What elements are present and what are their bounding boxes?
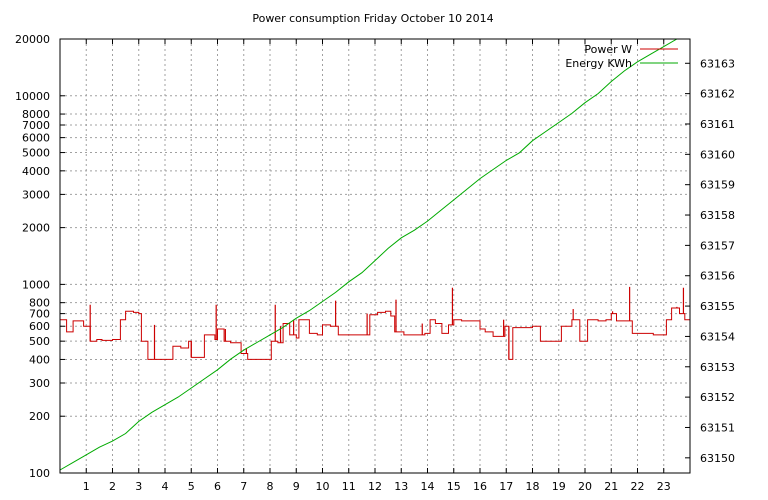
x-tick-label: 7 [240, 480, 247, 493]
x-tick-label: 8 [267, 480, 274, 493]
y-right-tick-label: 63162 [700, 88, 735, 101]
y-right-tick-label: 63150 [700, 452, 735, 465]
plot-frame [59, 38, 691, 474]
y-left-tick-label: 8000 [22, 108, 50, 121]
x-tick-label: 19 [552, 480, 566, 493]
x-tick-label: 21 [604, 480, 618, 493]
y-right-tick-label: 63157 [700, 239, 735, 252]
x-tick-label: 17 [499, 480, 513, 493]
x-tick-label: 20 [578, 480, 592, 493]
x-axis-ticks: 1 2 3 4 5 6 7 8 9 10 11 12 13 14 15 16 17 18 19 20 21 22 23 [83, 39, 671, 493]
series-layer [59, 38, 690, 471]
y-left-tick-label: 10000 [15, 90, 50, 103]
y-right-tick-label: 63153 [700, 361, 735, 374]
legend-power-label: Power W [584, 43, 632, 56]
x-tick-label: 16 [473, 480, 487, 493]
y-left-tick-label: 6000 [22, 132, 50, 145]
x-tick-label: 18 [526, 480, 540, 493]
y-left-tick-label: 600 [29, 320, 50, 333]
y-left-tick-label: 700 [29, 308, 50, 321]
y-right-tick-label: 63160 [700, 148, 735, 161]
y-left-tick-label: 2000 [22, 222, 50, 235]
y-left-tick-label: 1000 [22, 278, 50, 291]
y-left-tick-label: 7000 [22, 119, 50, 132]
y-right-tick-label: 63159 [700, 179, 735, 192]
x-tick-label: 15 [447, 480, 461, 493]
y-right-tick-label: 63156 [700, 270, 735, 283]
y-right-tick-label: 63158 [700, 209, 735, 222]
x-tick-label: 22 [631, 480, 645, 493]
energy-series-line [59, 38, 690, 471]
chart-title: Power consumption Friday October 10 2014 [252, 12, 493, 25]
x-tick-label: 11 [342, 480, 356, 493]
y-left-tick-label: 200 [29, 410, 50, 423]
x-tick-label: 4 [162, 480, 169, 493]
x-tick-label: 6 [214, 480, 221, 493]
x-tick-label: 10 [316, 480, 330, 493]
power-series-line [60, 307, 690, 360]
x-tick-label: 12 [368, 480, 382, 493]
right-axis-ticks: 63150 63151 63152 63153 63154 63155 63156 63157… [685, 57, 735, 465]
y-right-tick-label: 63163 [700, 57, 735, 70]
y-left-tick-label: 400 [29, 353, 50, 366]
x-tick-label: 1 [83, 480, 90, 493]
y-left-tick-label: 300 [29, 377, 50, 390]
x-tick-label: 3 [135, 480, 142, 493]
y-right-tick-label: 63151 [700, 421, 735, 434]
y-left-tick-label: 5000 [22, 147, 50, 160]
y-right-tick-label: 63154 [700, 330, 735, 343]
x-tick-label: 13 [394, 480, 408, 493]
x-tick-label: 9 [293, 480, 300, 493]
y-left-tick-label: 100 [29, 467, 50, 480]
y-left-tick-label: 4000 [22, 165, 50, 178]
y-right-tick-label: 63152 [700, 391, 735, 404]
legend: Power W Energy KWh [565, 43, 678, 70]
y-left-tick-label: 800 [29, 297, 50, 310]
y-left-tick-label: 20000 [15, 33, 50, 46]
y-left-tick-label: 500 [29, 335, 50, 348]
grid-layer [60, 39, 690, 473]
x-tick-label: 5 [188, 480, 195, 493]
x-tick-label: 2 [109, 480, 116, 493]
x-tick-label: 14 [421, 480, 435, 493]
x-tick-label: 23 [657, 480, 671, 493]
legend-energy-label: Energy KWh [565, 57, 632, 70]
y-left-tick-label: 3000 [22, 188, 50, 201]
y-right-tick-label: 63161 [700, 118, 735, 131]
y-right-tick-label: 63155 [700, 300, 735, 313]
